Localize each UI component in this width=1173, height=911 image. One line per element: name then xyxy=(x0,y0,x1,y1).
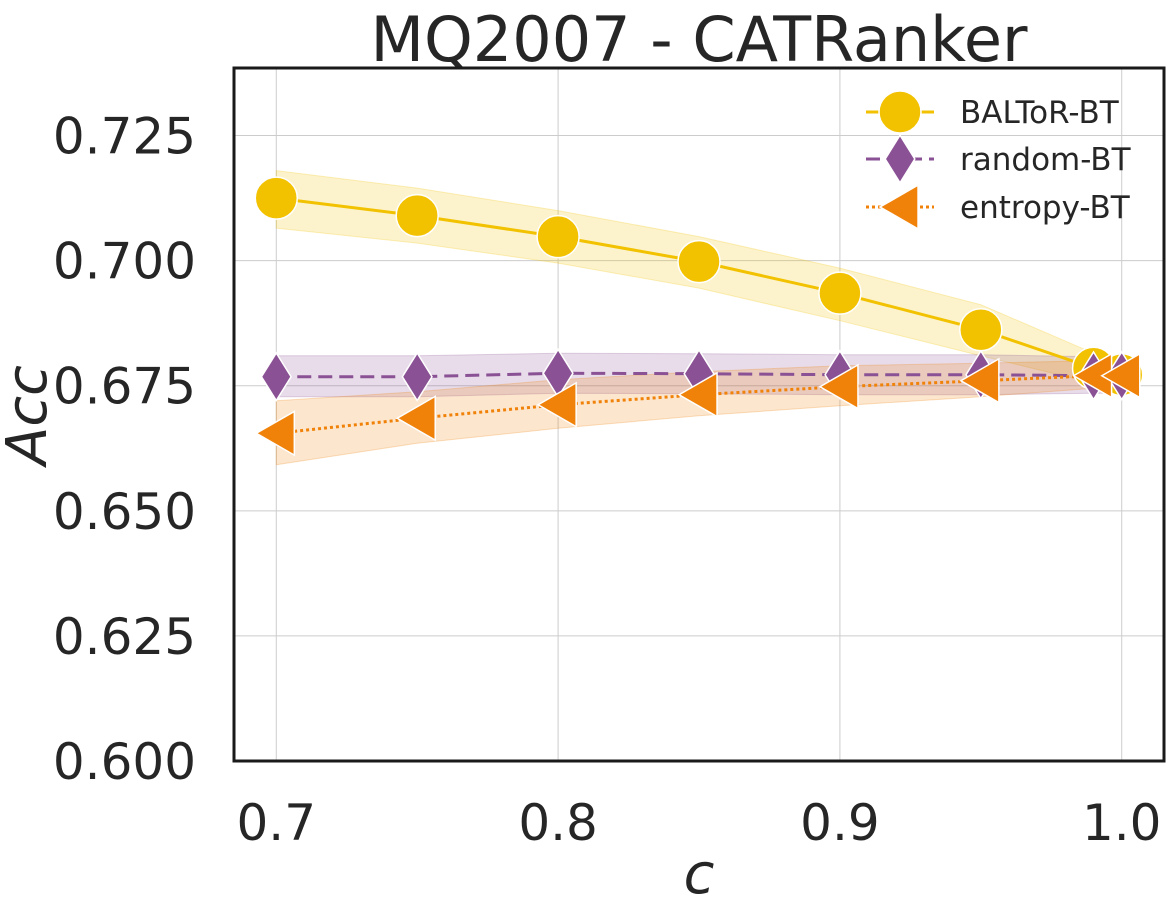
y-axis-label: Acc xyxy=(0,365,60,468)
legend-label-random-bt: random-BT xyxy=(960,142,1132,178)
baltor-bt-point-0 xyxy=(254,176,299,220)
entropy-bt-point-0 xyxy=(254,410,296,457)
x-axis-label: c xyxy=(684,842,715,907)
random-bt-point-0 xyxy=(260,351,292,402)
x-tick-label-1: 0.8 xyxy=(518,794,598,852)
legend-marker-random-bt xyxy=(884,133,916,185)
legend: BALToR-BT random-BT entropy-BT xyxy=(866,90,1132,231)
chart-title: MQ2007 - CATRanker xyxy=(371,3,1028,76)
baltor-bt-point-5 xyxy=(959,307,1003,352)
legend-label-entropy-bt: entropy-BT xyxy=(960,190,1131,226)
series-markers xyxy=(254,176,1144,457)
x-tick-label-3: 1.0 xyxy=(1082,794,1162,852)
y-tick-label-4: 0.700 xyxy=(53,233,196,291)
legend-marker-entropy-bt xyxy=(878,183,919,231)
y-tick-label-0: 0.600 xyxy=(53,733,196,791)
entropy-bt-point-5 xyxy=(959,357,1000,404)
baltor-bt-point-1 xyxy=(395,193,439,238)
entropy-bt-point-4 xyxy=(818,363,859,410)
plot-frame xyxy=(232,66,1166,763)
baltor-bt-point-3 xyxy=(677,239,721,284)
entropy-bt-point-2 xyxy=(536,381,577,428)
y-tick-label-3: 0.675 xyxy=(53,358,196,416)
x-tick-label-2: 0.9 xyxy=(800,794,880,852)
baltor-bt-point-4 xyxy=(818,271,862,315)
random-bt-point-1 xyxy=(401,351,433,402)
x-tick-labels: 0.7 0.8 0.9 1.0 xyxy=(237,794,1162,852)
y-tick-label-1: 0.625 xyxy=(53,608,196,666)
legend-marker-baltor-bt xyxy=(878,90,922,134)
y-tick-label-5: 0.725 xyxy=(53,108,196,166)
y-tick-labels: 0.600 0.625 0.650 0.675 0.700 0.725 xyxy=(53,108,196,791)
baltor-bt-point-2 xyxy=(536,214,580,259)
x-tick-label-0: 0.7 xyxy=(237,794,317,852)
entropy-bt-point-1 xyxy=(395,395,436,442)
y-tick-label-2: 0.650 xyxy=(53,483,196,541)
entropy-bt-point-7 xyxy=(1100,352,1141,399)
entropy-bt-point-3 xyxy=(677,371,718,418)
legend-label-baltor-bt: BALToR-BT xyxy=(960,95,1120,131)
